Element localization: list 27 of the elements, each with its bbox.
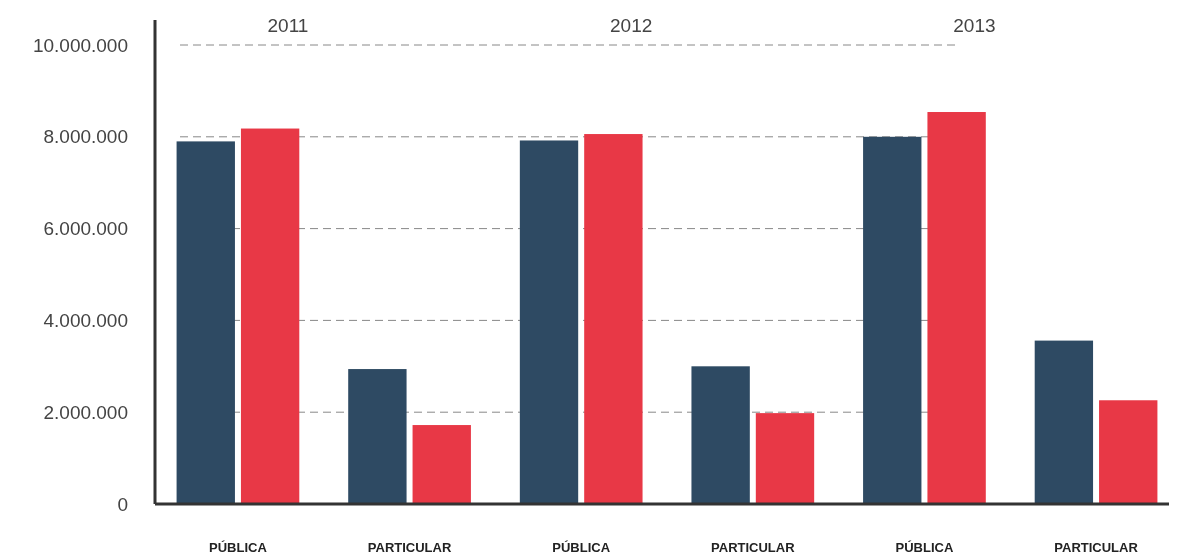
y-tick-label: 10.000.000 [32,34,128,56]
bar [691,366,750,504]
bar [927,112,986,504]
x-tick-label: PÚBLICA [895,540,954,555]
x-tick-label: PARTICULAR [367,540,452,555]
text: 2012 [610,15,653,36]
bar [176,141,235,504]
bar [519,140,579,504]
y-tick-label: 2.000.000 [43,401,128,423]
bar [1099,400,1158,504]
x-tick-label: PÚBLICA [552,540,611,555]
y-tick-label: 8.000.000 [43,126,128,148]
text: 2013 [953,15,996,36]
x-tick-label: PARTICULAR [711,540,796,555]
x-tick-label: PARTICULAR [1054,540,1139,555]
y-tick-label: 6.000.000 [43,218,128,240]
x-tick-label: PÚBLICA [209,540,268,555]
bar [412,425,471,504]
bar [755,413,815,504]
y-tick-label: 4.000.000 [43,310,128,332]
bar [584,134,643,504]
bar [1034,340,1094,504]
y-tick-label: 0 [117,493,128,515]
bar [348,369,407,504]
bar [863,136,922,504]
bar [240,128,300,504]
text: 2011 [267,15,309,36]
